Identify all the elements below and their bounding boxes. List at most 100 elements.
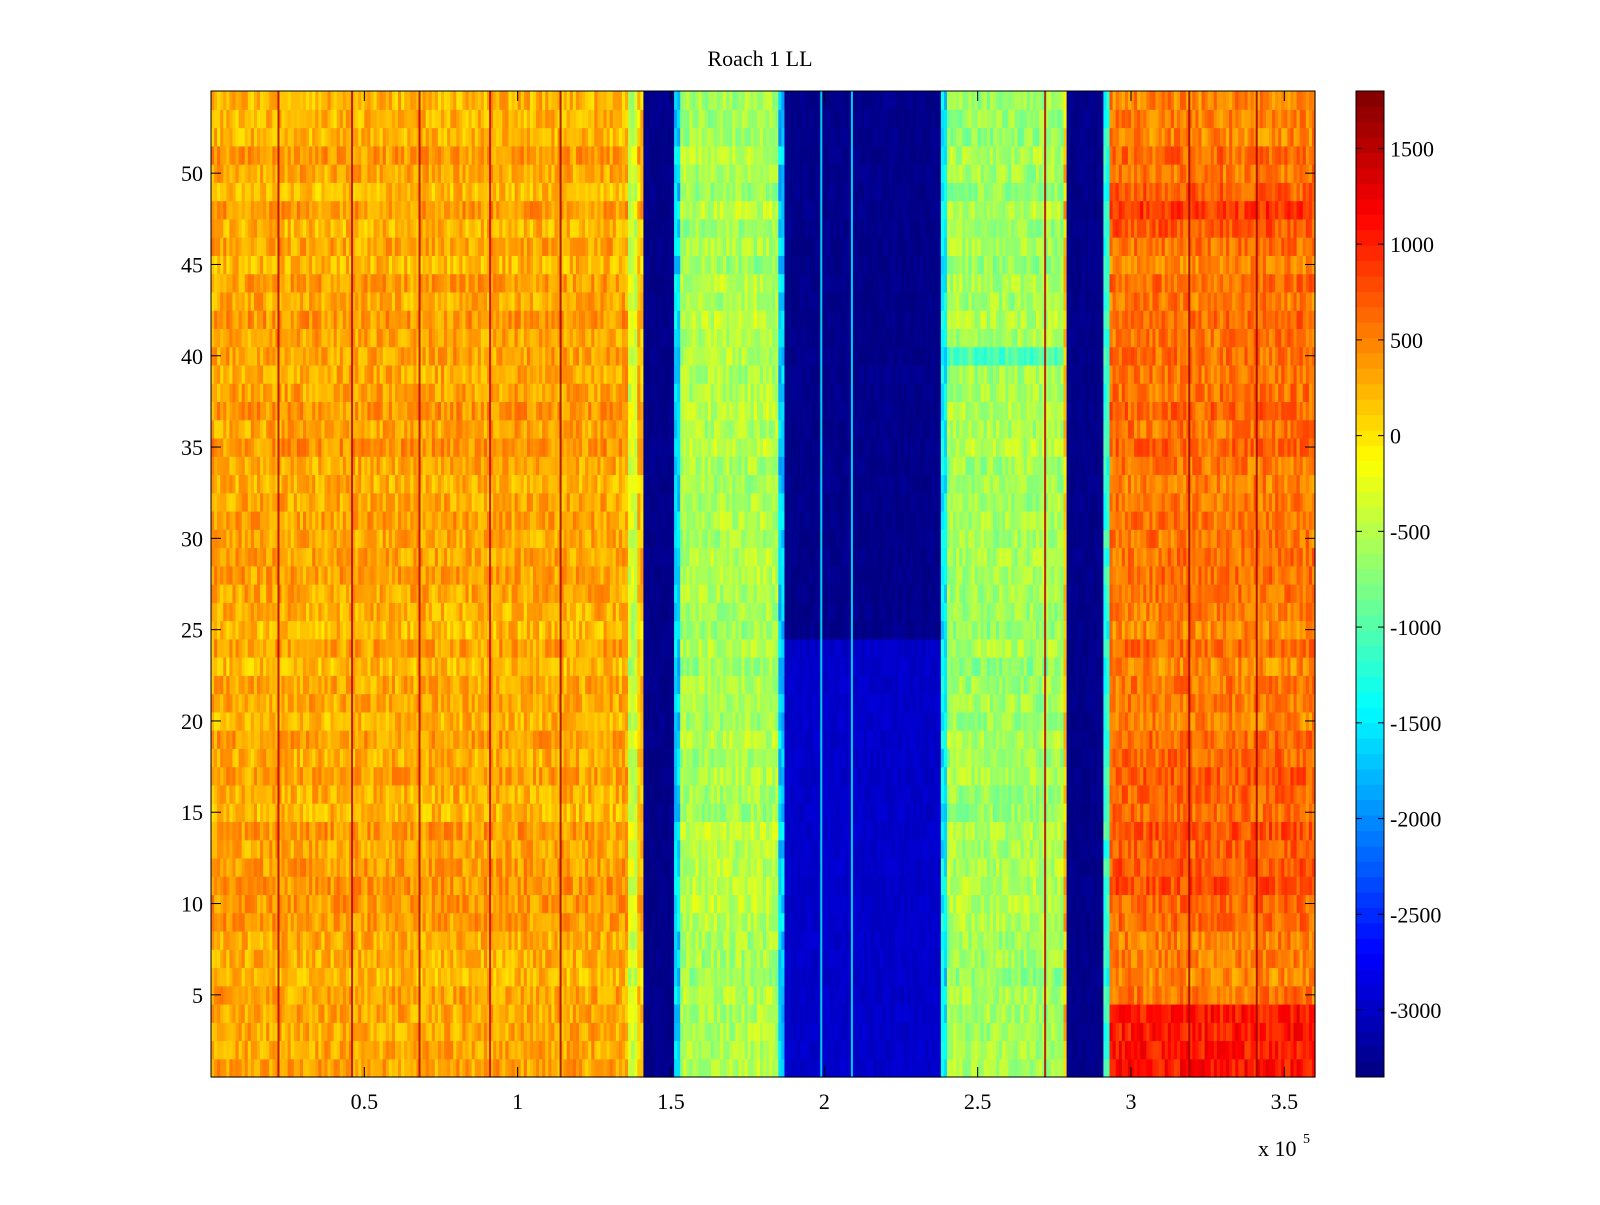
heatmap-cell [1308, 930, 1313, 950]
heatmap-cell [769, 1058, 773, 1078]
heatmap-cell [1173, 1003, 1178, 1023]
heatmap-cell [1219, 1003, 1224, 1023]
heatmap-cell [1308, 857, 1313, 877]
heatmap-cell [327, 1040, 332, 1060]
heatmap-cell [707, 1022, 712, 1042]
heatmap-cell [364, 839, 368, 859]
heatmap-cell [1075, 894, 1080, 914]
heatmap-cell [661, 1003, 666, 1023]
heatmap-cell [416, 821, 421, 841]
heatmap-cell [867, 839, 871, 859]
heatmap-cell [950, 1058, 954, 1078]
heatmap-cell [1008, 839, 1012, 859]
heatmap-cell [437, 1003, 442, 1023]
heatmap-cell [260, 1003, 264, 1023]
heatmap-cell [416, 930, 421, 950]
heatmap-cell [1091, 876, 1095, 896]
heatmap-cell [698, 930, 703, 950]
heatmap-cell [950, 894, 954, 914]
heatmap-cell [787, 912, 792, 932]
heatmap-cell [229, 1022, 234, 1042]
heatmap-cell [769, 857, 773, 877]
heatmap-cell [551, 894, 556, 914]
heatmap-cell [309, 1040, 313, 1060]
heatmap-cell [815, 876, 819, 896]
heatmap-cell [1051, 1058, 1055, 1078]
heatmap-cell [1311, 967, 1316, 987]
heatmap-cell [391, 949, 396, 969]
heatmap-cell [1269, 949, 1273, 969]
heatmap-cell [401, 1022, 405, 1042]
heatmap-cell [293, 1040, 298, 1060]
heatmap-cell [1097, 949, 1101, 969]
heatmap-cell [318, 912, 322, 932]
heatmap-cell [625, 985, 629, 1005]
heatmap-cell [444, 985, 448, 1005]
heatmap-cell [499, 1040, 503, 1060]
heatmap-cell [1155, 857, 1160, 877]
heatmap-cell [459, 930, 464, 950]
heatmap-cell [382, 1040, 387, 1060]
heatmap-cell [778, 1003, 782, 1023]
heatmap-cell [480, 949, 485, 969]
heatmap-cell [352, 1003, 356, 1023]
heatmap-cell [674, 876, 678, 896]
heatmap-cell [269, 876, 273, 896]
heatmap-cell [431, 912, 436, 932]
heatmap-cell [431, 967, 436, 987]
heatmap-cell [904, 894, 908, 914]
heatmap-cell [962, 857, 966, 877]
heatmap-cell [640, 839, 644, 859]
heatmap-cell [1198, 1003, 1203, 1023]
heatmap-cell [830, 839, 835, 859]
heatmap-cell [983, 1040, 988, 1060]
heatmap-cell [480, 967, 485, 987]
heatmap-cell [873, 1022, 878, 1042]
heatmap-cell [1039, 821, 1043, 841]
heatmap-cell [232, 1022, 237, 1042]
heatmap-cell [882, 894, 887, 914]
heatmap-cell [520, 876, 525, 896]
heatmap-cell [1035, 1058, 1040, 1078]
heatmap-cell [373, 1003, 378, 1023]
heatmap-cell [1143, 876, 1147, 896]
heatmap-cell [260, 839, 264, 859]
heatmap-cell [511, 1003, 516, 1023]
heatmap-cell [223, 967, 227, 987]
heatmap-cell [677, 1022, 681, 1042]
heatmap-cell [1305, 967, 1310, 987]
heatmap-cell [637, 894, 641, 914]
heatmap-cell [928, 894, 933, 914]
heatmap-cell [910, 1040, 914, 1060]
heatmap-cell [217, 1058, 221, 1078]
heatmap-cell [526, 985, 531, 1005]
heatmap-cell [753, 876, 758, 896]
heatmap-cell [606, 1003, 611, 1023]
heatmap-cell [1124, 821, 1129, 841]
heatmap-cell [364, 821, 368, 841]
heatmap-cell [723, 839, 727, 859]
heatmap-cell [1216, 949, 1221, 969]
heatmap-cell [1204, 876, 1209, 896]
heatmap-cell [897, 839, 902, 859]
heatmap-cell [796, 857, 801, 877]
heatmap-cell [385, 857, 390, 877]
heatmap-cell [404, 912, 408, 932]
heatmap-cell [395, 985, 399, 1005]
heatmap-cell [962, 967, 966, 987]
heatmap-cell [858, 876, 862, 896]
heatmap-cell [241, 1022, 246, 1042]
heatmap-cell [496, 857, 500, 877]
heatmap-cell [710, 876, 715, 896]
heatmap-cell [585, 857, 589, 877]
heatmap-cell [625, 1058, 629, 1078]
heatmap-cell [557, 821, 562, 841]
heatmap-cell [1195, 967, 1200, 987]
heatmap-cell [996, 967, 1000, 987]
heatmap-cell [986, 1058, 991, 1078]
heatmap-cell [609, 949, 614, 969]
heatmap-cell [640, 949, 644, 969]
heatmap-cell [1121, 912, 1126, 932]
heatmap-cell [1235, 1058, 1239, 1078]
